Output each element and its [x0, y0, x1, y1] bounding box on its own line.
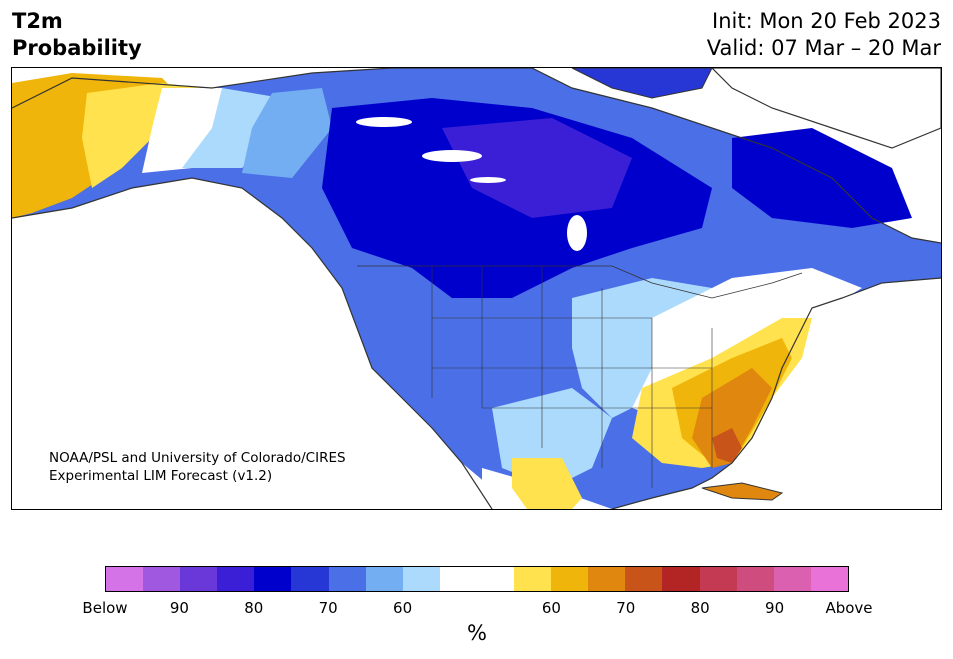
lake-athabasca: [470, 177, 506, 183]
colorbar-tick-label: 60: [393, 599, 413, 617]
colorbar-tick-label: Above: [825, 599, 873, 617]
colorbar-cell: [328, 567, 366, 591]
colorbar-cell: [254, 567, 292, 591]
map-title: T2m Probability: [12, 8, 142, 62]
colorbar-cell: [365, 567, 403, 591]
credit-text: NOAA/PSL and University of Colorado/CIRE…: [49, 449, 346, 485]
us-canada-border: [357, 265, 803, 299]
canada-mid-blue: [242, 88, 332, 178]
colorbar-cell: [180, 567, 218, 591]
map-svg: [12, 68, 941, 509]
colorbar-cell: [439, 567, 477, 591]
great-bear-lake: [356, 117, 412, 127]
colorbar-cell: [699, 567, 737, 591]
cuba: [701, 482, 784, 501]
colorbar-cell: [143, 567, 181, 591]
forecast-dates: Init: Mon 20 Feb 2023 Valid: 07 Mar – 20…: [707, 8, 941, 62]
credit-line-1: NOAA/PSL and University of Colorado/CIRE…: [49, 450, 346, 466]
colorbar-cell: [662, 567, 700, 591]
colorbar-cell: [217, 567, 255, 591]
colorbar-cell: [773, 567, 811, 591]
colorbar-tick-label: 80: [690, 599, 710, 617]
colorbar-cell: [514, 567, 552, 591]
credit-line-2: Experimental LIM Forecast (v1.2): [49, 468, 273, 484]
lake-winnipeg: [567, 215, 587, 251]
colorbar-tick-label: 90: [169, 599, 189, 617]
state-borders: [431, 266, 713, 488]
colorbar: [105, 566, 849, 592]
title-line-1: T2m: [12, 9, 63, 33]
colorbar-tick-label: 70: [318, 599, 338, 617]
init-date: Init: Mon 20 Feb 2023: [712, 9, 941, 33]
colorbar-cell: [810, 567, 848, 591]
colorbar-cell: [588, 567, 626, 591]
greenland: [711, 68, 941, 149]
probability-map: NOAA/PSL and University of Colorado/CIRE…: [11, 67, 942, 510]
colorbar-cell: [736, 567, 774, 591]
colorbar-tick-label: 80: [244, 599, 264, 617]
colorbar-tick-label: Below: [82, 599, 128, 617]
colorbar-cell: [291, 567, 329, 591]
colorbar-cell: [476, 567, 515, 591]
florida-darkorange: [712, 428, 742, 463]
great-slave-lake: [422, 150, 482, 162]
quebec-deep-blue: [732, 128, 912, 228]
colorbar-unit: %: [467, 621, 487, 645]
hudson-purple: [442, 118, 632, 218]
colorbar-cell: [551, 567, 589, 591]
arctic-islands: [571, 68, 713, 99]
coastline: [12, 68, 941, 509]
colorbar-tick-label: 90: [765, 599, 785, 617]
title-line-2: Probability: [12, 36, 142, 60]
colorbar-cell: [402, 567, 440, 591]
colorbar-tick-label: 60: [541, 599, 561, 617]
colorbar-cell: [106, 567, 144, 591]
colorbar-tick-label: 70: [616, 599, 636, 617]
mexico-yellow: [512, 458, 582, 509]
colorbar-cell: [625, 567, 663, 591]
valid-range: Valid: 07 Mar – 20 Mar: [706, 36, 941, 60]
